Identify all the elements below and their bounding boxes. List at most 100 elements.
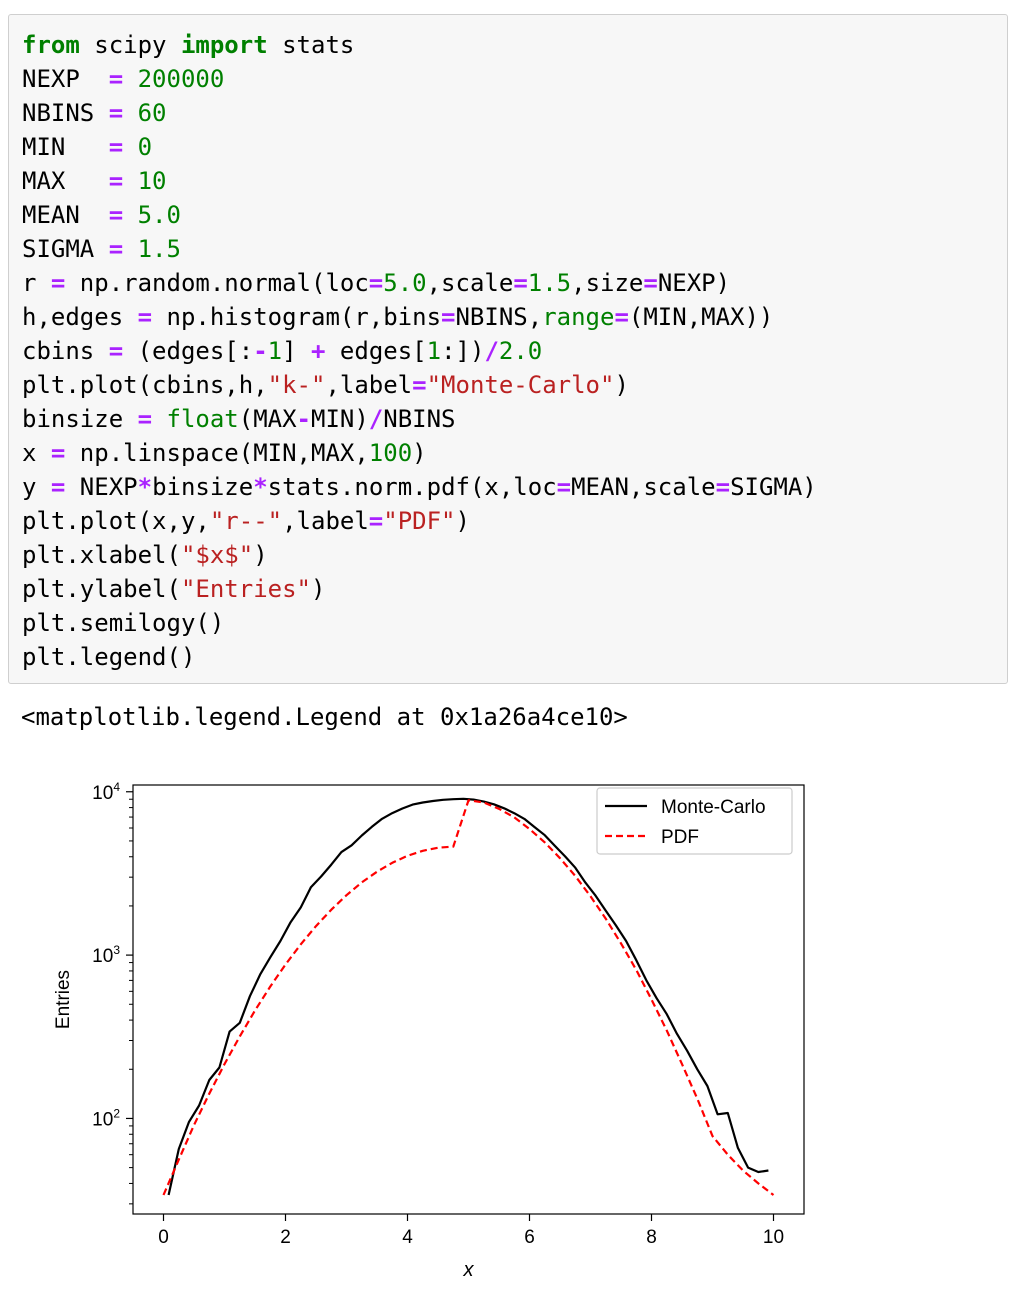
code-token: ,label bbox=[325, 371, 413, 399]
code-token: SIGMA bbox=[22, 235, 109, 263]
x-tick-label: 6 bbox=[524, 1227, 535, 1248]
code-line: NEXP = 200000 bbox=[22, 62, 817, 96]
y-tick-label: 103 bbox=[92, 943, 120, 967]
code-token: = bbox=[108, 99, 124, 127]
x-tick-label: 2 bbox=[280, 1227, 291, 1248]
x-axis-label: x bbox=[463, 1259, 475, 1281]
code-line: h,edges = np.histogram(r,bins=NBINS,rang… bbox=[22, 300, 817, 334]
code-token: binsize bbox=[152, 473, 254, 501]
code-token: NBINS bbox=[383, 405, 456, 433]
code-line: from scipy import stats bbox=[22, 28, 817, 62]
code-token: MEAN,scale bbox=[571, 473, 716, 501]
y-tick-label: 104 bbox=[92, 780, 120, 804]
code-token: = bbox=[614, 303, 629, 331]
code-token: "Entries" bbox=[180, 575, 311, 603]
code-token: plt.xlabel( bbox=[22, 541, 181, 569]
code-line: plt.semilogy() bbox=[22, 606, 817, 640]
code-line: MAX = 10 bbox=[22, 164, 817, 198]
code-token: y bbox=[22, 473, 51, 501]
code-token: 60 bbox=[137, 99, 167, 127]
code-token: * bbox=[137, 473, 153, 501]
code-token: 2.0 bbox=[498, 337, 543, 365]
x-tick-label: 10 bbox=[763, 1227, 784, 1248]
code-token: ) bbox=[253, 541, 268, 569]
code-token: MAX bbox=[22, 167, 109, 195]
code-token: (edges[: bbox=[123, 337, 254, 365]
code-editor[interactable]: from scipy import stats NEXP = 200000 NBIN… bbox=[22, 28, 817, 674]
x-tick-label: 0 bbox=[158, 1227, 169, 1248]
code-line: plt.plot(cbins,h,"k-",label="Monte-Carlo… bbox=[22, 368, 817, 402]
code-line: SIGMA = 1.5 bbox=[22, 232, 817, 266]
code-token: NBINS, bbox=[455, 303, 543, 331]
code-token: = bbox=[368, 507, 384, 535]
code-token: "k-" bbox=[267, 371, 326, 399]
code-token: = bbox=[137, 303, 153, 331]
code-token: np.random.normal(loc bbox=[65, 269, 369, 297]
code-token: = bbox=[715, 473, 731, 501]
code-token: range bbox=[542, 303, 615, 331]
code-line: x = np.linspace(MIN,MAX,100) bbox=[22, 436, 817, 470]
code-cell[interactable]: from scipy import stats NEXP = 200000 NBIN… bbox=[8, 14, 1008, 684]
code-token: MIN) bbox=[311, 405, 369, 433]
code-token: = bbox=[50, 473, 66, 501]
code-token: 10 bbox=[137, 167, 167, 195]
code-token: :]) bbox=[441, 337, 485, 365]
code-token: * bbox=[253, 473, 268, 501]
code-token: plt.ylabel( bbox=[22, 575, 181, 603]
code-token: edges[ bbox=[325, 337, 427, 365]
code-token: "Monte-Carlo" bbox=[426, 371, 615, 399]
plot-frame bbox=[132, 784, 805, 1215]
code-token: NEXP bbox=[65, 473, 138, 501]
code-token: "r--" bbox=[209, 507, 283, 535]
code-token: cbins bbox=[22, 337, 109, 365]
code-token: + bbox=[311, 337, 326, 365]
code-token: = bbox=[513, 269, 528, 297]
code-line: MIN = 0 bbox=[22, 130, 817, 164]
code-token: binsize bbox=[22, 405, 138, 433]
legend-label: Monte-Carlo bbox=[661, 797, 766, 818]
code-token: ) bbox=[455, 507, 470, 535]
code-line: plt.ylabel("Entries") bbox=[22, 572, 817, 606]
code-token: 200000 bbox=[137, 65, 225, 93]
code-token: ] bbox=[282, 337, 312, 365]
code-token: ) bbox=[614, 371, 629, 399]
legend-label: PDF bbox=[661, 827, 699, 848]
code-token: ,scale bbox=[426, 269, 514, 297]
code-line: binsize = float(MAX-MIN)/NBINS bbox=[22, 402, 817, 436]
code-token: SIGMA) bbox=[730, 473, 817, 501]
code-token: = bbox=[50, 269, 66, 297]
code-token: np.histogram(r,bins bbox=[152, 303, 442, 331]
code-line: plt.xlabel("$x$") bbox=[22, 538, 817, 572]
code-token bbox=[123, 167, 137, 195]
code-token: / bbox=[484, 337, 499, 365]
code-token: float bbox=[166, 405, 239, 433]
code-token: plt.plot(cbins,h, bbox=[22, 371, 268, 399]
code-token: 1.5 bbox=[137, 235, 181, 263]
code-token bbox=[123, 133, 137, 161]
code-token: 100 bbox=[368, 439, 413, 467]
code-token: - bbox=[253, 337, 268, 365]
code-token bbox=[123, 235, 137, 263]
code-line: NBINS = 60 bbox=[22, 96, 817, 130]
code-token: MEAN bbox=[22, 201, 109, 229]
code-token: = bbox=[108, 167, 124, 195]
code-line: y = NEXP*binsize*stats.norm.pdf(x,loc=ME… bbox=[22, 470, 817, 504]
code-token: from bbox=[22, 31, 80, 59]
code-token bbox=[123, 65, 137, 93]
code-token: = bbox=[108, 235, 124, 263]
code-token bbox=[152, 405, 166, 433]
code-token: = bbox=[643, 269, 658, 297]
code-token: NEXP) bbox=[657, 269, 731, 297]
code-line: MEAN = 5.0 bbox=[22, 198, 817, 232]
code-token: x bbox=[22, 439, 51, 467]
code-token: scipy bbox=[79, 31, 181, 59]
code-token: = bbox=[441, 303, 456, 331]
code-token: 1.5 bbox=[527, 269, 572, 297]
code-token: 0 bbox=[137, 133, 153, 161]
code-token: ,label bbox=[282, 507, 369, 535]
code-token: ) bbox=[311, 575, 326, 603]
code-token: h,edges bbox=[22, 303, 138, 331]
code-token: NBINS bbox=[22, 99, 109, 127]
code-token: plt.legend() bbox=[22, 643, 196, 671]
code-token: import bbox=[180, 31, 268, 59]
